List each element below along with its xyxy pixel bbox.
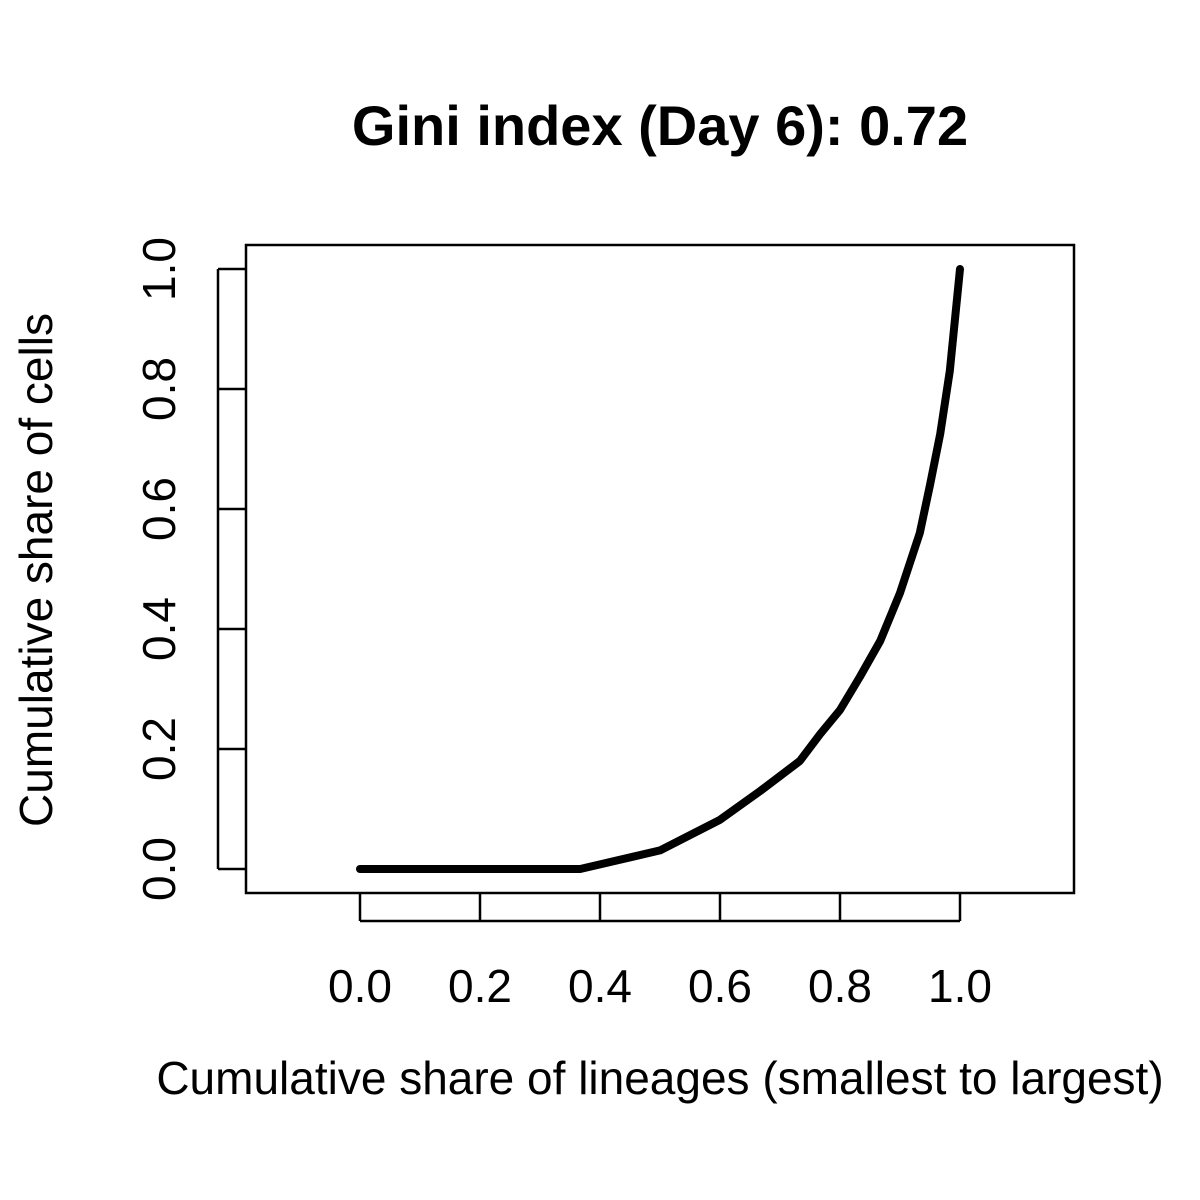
x-tick-label: 0.2 [448,960,512,1012]
x-tick-label: 1.0 [928,960,992,1012]
x-tick-label: 0.0 [328,960,392,1012]
series-layer [356,265,964,873]
x-axis-label: Cumulative share of lineages (smallest t… [156,1052,1163,1104]
y-axis-label: Cumulative share of cells [10,313,62,827]
y-axis: 0.0 0.2 0.4 0.6 0.8 1.0 [133,237,246,901]
y-tick-label: 0.0 [133,837,185,901]
plot-frame [244,243,1076,895]
y-tick-label: 0.6 [133,477,185,541]
y-tick-label: 0.4 [133,597,185,661]
chart-title: Gini index (Day 6): 0.72 [352,94,968,157]
y-tick-label: 0.8 [133,357,185,421]
y-tick-label: 1.0 [133,237,185,301]
y-tick-label: 0.2 [133,717,185,781]
lorenz-curve [356,265,964,873]
x-tick-label: 0.6 [688,960,752,1012]
x-axis: 0.0 0.2 0.4 0.6 0.8 1.0 [328,894,992,1012]
x-tick-label: 0.8 [808,960,872,1012]
x-tick-label: 0.4 [568,960,632,1012]
